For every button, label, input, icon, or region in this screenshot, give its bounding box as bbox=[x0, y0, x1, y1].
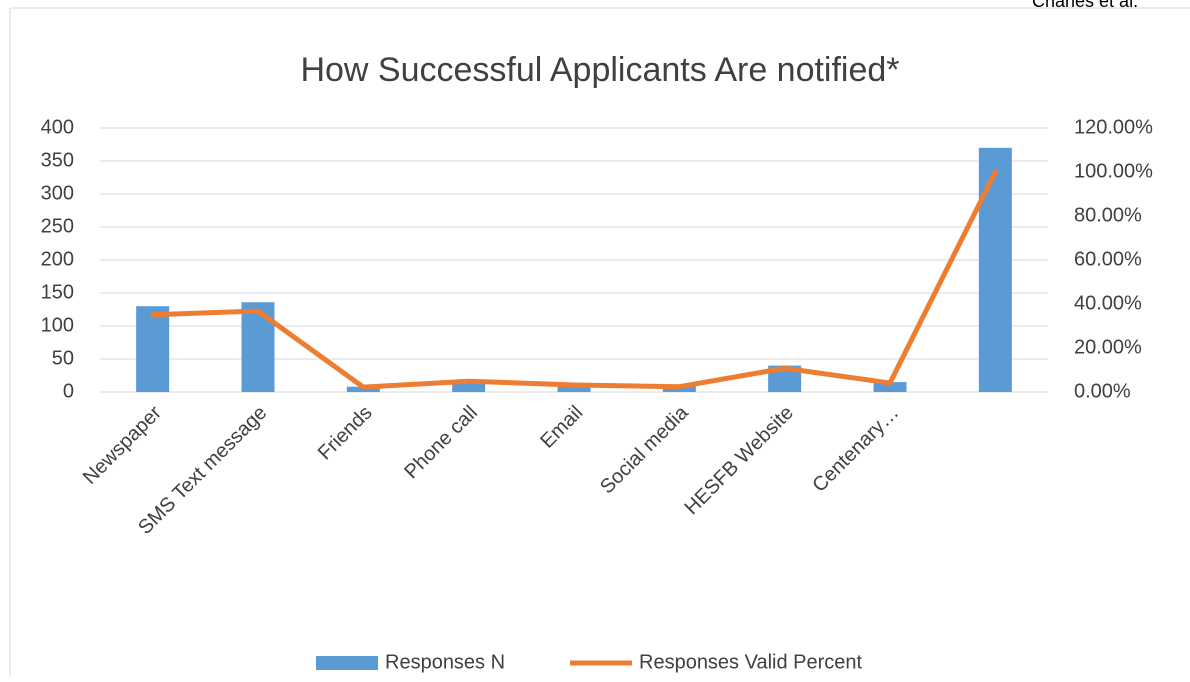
line bbox=[150, 169, 998, 390]
y2-tick-label: 80.00% bbox=[1074, 204, 1142, 226]
x-tick-label: Phone call bbox=[400, 402, 482, 484]
legend-swatch bbox=[316, 656, 378, 670]
bar bbox=[136, 306, 170, 392]
y-tick-label: 250 bbox=[41, 215, 74, 237]
y2-tick-label: 20.00% bbox=[1074, 336, 1142, 358]
y-tick-label: 150 bbox=[41, 281, 74, 303]
chart-title: How Successful Applicants Are notified* bbox=[300, 51, 899, 89]
x-tick-label: Newspaper bbox=[79, 401, 166, 488]
x-tick-label: Centenary… bbox=[808, 402, 903, 497]
header: Chanes et al. bbox=[1032, 0, 1138, 11]
x-tick-label: HESFB Website bbox=[680, 402, 797, 519]
legend-label: Responses N bbox=[385, 651, 505, 673]
legend-label: Responses Valid Percent bbox=[639, 651, 863, 673]
x-tick-label: Social media bbox=[596, 401, 693, 498]
y-tick-label: 350 bbox=[41, 149, 74, 171]
y-tick-label: 400 bbox=[41, 116, 74, 138]
y-tick-label: 300 bbox=[41, 182, 74, 204]
bar bbox=[241, 302, 275, 392]
y2-tick-label: 40.00% bbox=[1074, 292, 1142, 314]
bar bbox=[873, 382, 907, 392]
y2-tick-label: 60.00% bbox=[1074, 248, 1142, 270]
x-tick-label: Email bbox=[536, 402, 587, 453]
y2-tick-label: 100.00% bbox=[1074, 160, 1153, 182]
bar bbox=[452, 380, 486, 392]
y-tick-label: 0 bbox=[63, 380, 74, 402]
y-tick-label: 100 bbox=[41, 314, 74, 336]
x-tick-label: Friends bbox=[314, 402, 377, 465]
y2-tick-label: 120.00% bbox=[1074, 116, 1153, 138]
bar bbox=[557, 384, 591, 392]
y-tick-label: 200 bbox=[41, 248, 74, 270]
bar bbox=[978, 147, 1012, 392]
y2-tick-label: 0.00% bbox=[1074, 380, 1131, 402]
y-tick-label: 50 bbox=[52, 347, 74, 369]
